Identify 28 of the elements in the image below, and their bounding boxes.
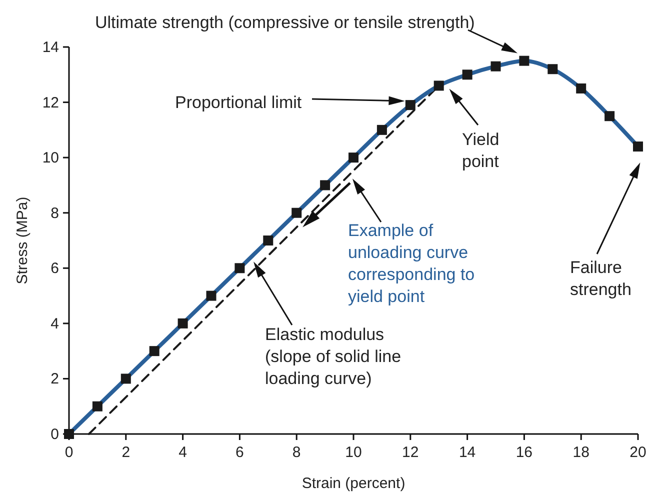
x-tick-label: 14 bbox=[458, 444, 476, 461]
annotation: Yield point bbox=[462, 130, 500, 171]
y-tick-label: 8 bbox=[50, 204, 59, 222]
x-tick-label: 8 bbox=[292, 444, 301, 461]
y-tick-label: 0 bbox=[50, 426, 59, 443]
x-tick-label: 2 bbox=[122, 444, 130, 461]
y-tick-label: 10 bbox=[42, 150, 59, 167]
y-axis-title: Stress (MPa) bbox=[14, 196, 31, 284]
x-tick-label: 0 bbox=[64, 444, 74, 461]
x-tick-label: 18 bbox=[572, 444, 590, 461]
x-tick-label: 6 bbox=[236, 444, 244, 461]
x-tick-label: 12 bbox=[402, 444, 419, 461]
x-axis-title: Strain (percent) bbox=[302, 475, 406, 492]
x-tick-label: 16 bbox=[516, 444, 533, 461]
point bbox=[434, 80, 444, 91]
x-tick-label: 10 bbox=[345, 444, 362, 461]
y-tick-label: 6 bbox=[50, 260, 59, 278]
annotation: Example of unloading curve corresponding to yield point bbox=[348, 221, 475, 306]
y-tick-label: 12 bbox=[42, 94, 59, 112]
x-tick-label: 20 bbox=[630, 444, 646, 461]
text: Ultimate strength (compressive or tensile strength) bbox=[95, 13, 475, 32]
y-tick-label: 4 bbox=[50, 315, 59, 332]
y-tick-label: 14 bbox=[42, 39, 59, 56]
x-tick-label: 4 bbox=[178, 444, 187, 461]
annotation: Failure strength bbox=[570, 258, 632, 299]
annotation: Elastic modulus (slope of solid line loading curve) bbox=[265, 325, 402, 388]
y-tick-label: 2 bbox=[50, 370, 59, 388]
annotation: Proportional limit bbox=[175, 93, 302, 112]
